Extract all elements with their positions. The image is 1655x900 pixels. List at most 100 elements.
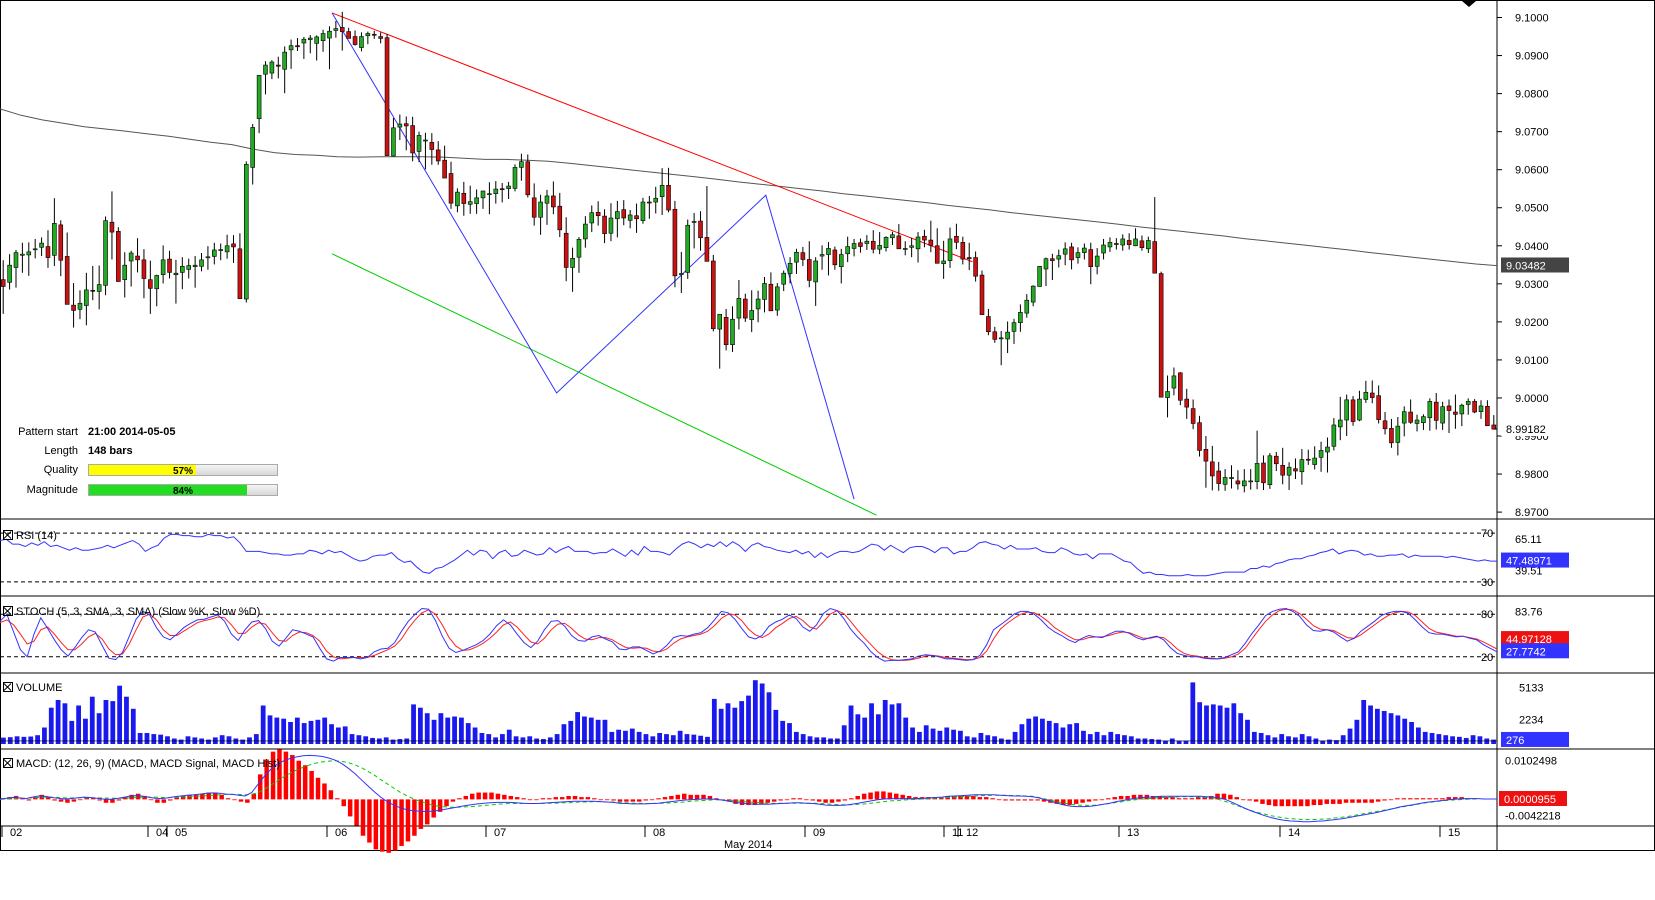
candle [1242, 469, 1247, 493]
stoch-d-current-label-bg [1501, 631, 1569, 647]
candle-body [1421, 416, 1426, 423]
candle [647, 195, 652, 219]
volume-bar [411, 704, 416, 744]
close-icon[interactable] [3, 682, 13, 692]
macd-hist-bar [996, 799, 1002, 801]
candle [423, 132, 428, 170]
candle-body [1363, 391, 1369, 400]
volume-bar [117, 685, 123, 744]
candle-body [103, 220, 108, 286]
candle-body [1293, 468, 1298, 472]
candle [832, 246, 838, 270]
candle [1024, 294, 1030, 318]
macd-hist-bar [906, 795, 912, 800]
volume-bar [698, 735, 704, 744]
volume-bar [780, 720, 786, 744]
candle [365, 31, 371, 45]
macd-hist-bar [360, 799, 366, 836]
candle-body [1120, 238, 1126, 246]
macd-hist-bar [810, 799, 815, 801]
candle-body [966, 257, 972, 260]
candle-body [1382, 420, 1388, 430]
macd-hist-bar [1408, 798, 1413, 800]
volume-bar [83, 718, 88, 744]
volume-bar [1108, 731, 1114, 744]
candle-body [691, 221, 697, 223]
rsi-line [0, 533, 1497, 577]
macd-hist-bar [142, 795, 147, 800]
candle [1190, 399, 1196, 430]
candle [1274, 451, 1279, 472]
candle-body [378, 36, 383, 39]
candle-body [711, 260, 716, 330]
macd-hist-bar [1350, 799, 1355, 803]
candle [84, 272, 89, 326]
candle [1453, 394, 1458, 429]
candle-body [77, 302, 83, 310]
macd-hist-bar [296, 760, 302, 800]
candle-body [1453, 411, 1458, 415]
candle [551, 181, 556, 215]
candle [192, 256, 198, 288]
candle-body [1305, 458, 1311, 461]
macd-hist-bar [200, 793, 205, 800]
macd-hist-bar [656, 798, 661, 800]
candle-body [1299, 459, 1305, 473]
volume-bar [1347, 728, 1353, 744]
macd-hist-bar [566, 795, 571, 800]
volume-bar [1087, 734, 1093, 744]
stoch-k-current-label: 27.7742 [1506, 646, 1546, 658]
candle [595, 201, 601, 226]
volume-bar [110, 701, 116, 744]
candle-body [1184, 398, 1190, 408]
macd-tick-label: -0.0042218 [1505, 810, 1561, 822]
candle-body [883, 237, 889, 248]
candle-body [423, 139, 428, 142]
macd-hist-bar [951, 795, 957, 800]
candle-body [922, 235, 927, 241]
macd-hist-bar [1273, 799, 1278, 807]
candle-body [314, 36, 319, 44]
candle [851, 238, 857, 257]
close-icon[interactable] [3, 606, 13, 616]
candle-body [141, 259, 147, 279]
candle-body [813, 260, 818, 283]
volume-bar [1436, 734, 1442, 744]
close-icon[interactable] [3, 758, 13, 768]
volume-bar [1306, 736, 1312, 744]
candle-body [327, 30, 332, 39]
volume-bar [506, 729, 512, 744]
candle-body [397, 123, 403, 128]
candle-body [39, 242, 44, 248]
candle-body [998, 337, 1004, 340]
volume-bar [862, 717, 868, 744]
volume-bar [89, 696, 95, 744]
macd-hist-bar [836, 799, 841, 802]
macd-hist-bar [894, 793, 899, 800]
candle-body [563, 232, 569, 268]
candle [256, 74, 262, 134]
candle-body [1030, 285, 1036, 303]
candle [96, 265, 102, 310]
candle [1267, 453, 1273, 489]
volume-current-label-bg [1501, 731, 1569, 747]
candle [576, 237, 582, 273]
macd-hist-bar [1022, 799, 1028, 801]
volume-bar [267, 715, 273, 744]
close-icon[interactable] [3, 530, 13, 540]
candle [1197, 415, 1202, 457]
candle [1312, 446, 1317, 470]
volume-bar [1033, 716, 1038, 744]
candle [736, 280, 742, 330]
macd-hist-bar [1388, 799, 1394, 801]
candle [691, 213, 697, 249]
volume-bar [1046, 720, 1052, 744]
macd-hist-bar [733, 799, 738, 804]
candle [711, 254, 716, 332]
candle [941, 240, 946, 279]
price-tick-label: 8.9800 [1515, 469, 1549, 481]
macd-hist-bar [964, 795, 970, 800]
candle [749, 290, 754, 333]
volume-bar [923, 725, 929, 744]
